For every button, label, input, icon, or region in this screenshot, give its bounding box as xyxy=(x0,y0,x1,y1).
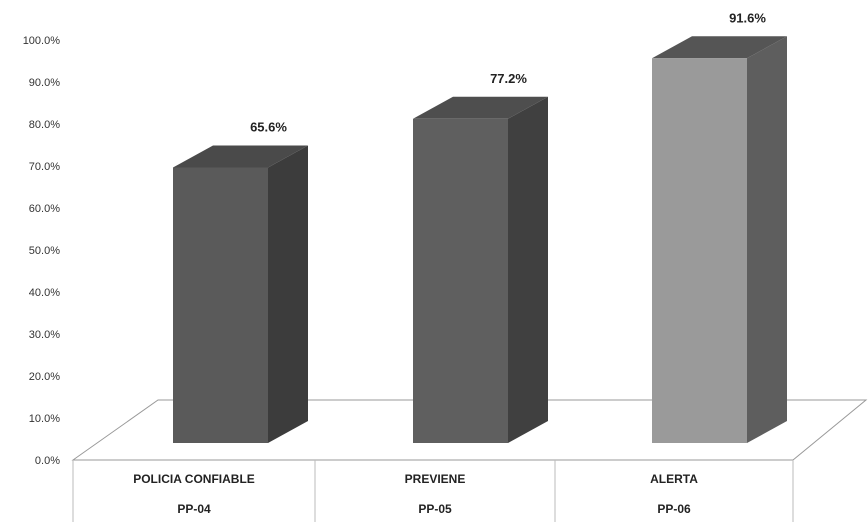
data-label: 77.2% xyxy=(490,71,527,86)
bar-top xyxy=(413,96,548,119)
bar-front xyxy=(413,118,508,443)
bar-front xyxy=(173,167,268,444)
category-code: PP-06 xyxy=(657,502,691,516)
bar-front xyxy=(652,58,747,443)
data-label: 91.6% xyxy=(729,10,766,25)
y-tick-label: 10.0% xyxy=(29,413,60,425)
bar-top xyxy=(652,36,787,59)
y-axis: 0.0% 10.0% 20.0% 30.0% 40.0% 50.0% 60.0% 70.0% 8… xyxy=(23,35,61,467)
bar-top xyxy=(173,145,308,168)
y-tick-label: 50.0% xyxy=(29,245,60,257)
y-tick-label: 60.0% xyxy=(29,203,60,215)
y-tick-label: 90.0% xyxy=(29,77,60,89)
bar-side xyxy=(268,145,308,444)
bar xyxy=(413,96,548,443)
bar-side xyxy=(747,36,787,443)
y-tick-label: 100.0% xyxy=(23,35,61,47)
category-table: POLICIA CONFIABLE PP-04 PREVIENE PP-05 ALERT… xyxy=(72,459,794,522)
bar xyxy=(173,145,308,444)
category-code: PP-05 xyxy=(418,502,452,516)
bars xyxy=(173,36,787,444)
y-tick-label: 80.0% xyxy=(29,119,60,131)
category-name: ALERTA xyxy=(650,472,698,486)
y-tick-label: 70.0% xyxy=(29,161,60,173)
category-name: POLICIA CONFIABLE xyxy=(133,472,255,486)
data-label: 65.6% xyxy=(250,119,287,134)
y-tick-label: 40.0% xyxy=(29,287,60,299)
data-labels: 65.6% 77.2% 91.6% xyxy=(250,10,766,134)
y-tick-label: 20.0% xyxy=(29,371,60,383)
y-tick-label: 0.0% xyxy=(35,455,60,467)
bar xyxy=(652,36,787,443)
bar-side xyxy=(508,96,548,443)
category-name: PREVIENE xyxy=(405,472,466,486)
category-code: PP-04 xyxy=(177,502,211,516)
y-tick-label: 30.0% xyxy=(29,329,60,341)
